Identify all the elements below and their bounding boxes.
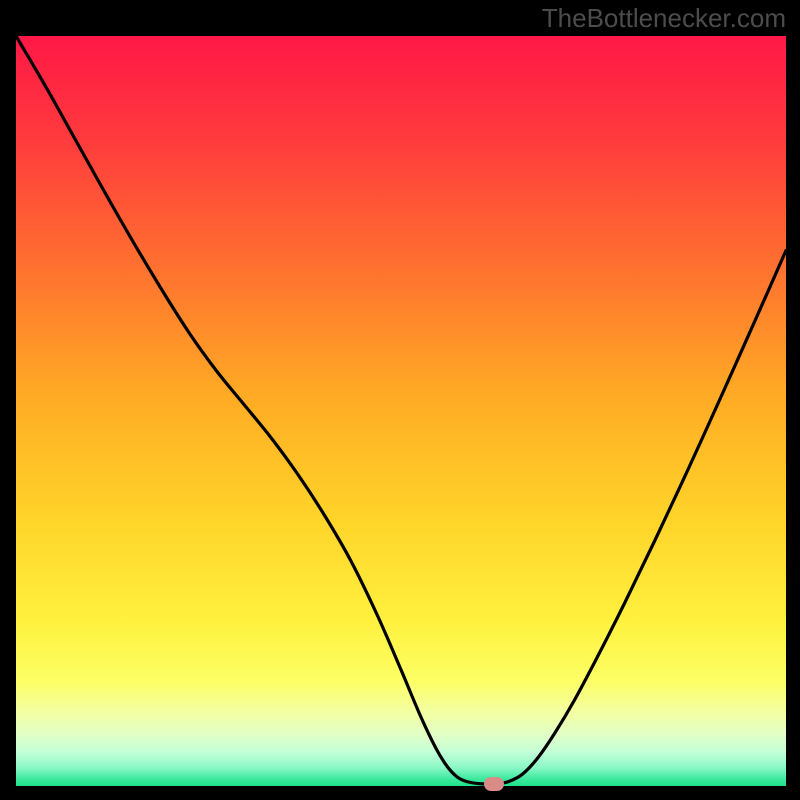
bottleneck-curve: [16, 36, 786, 786]
chart-frame: TheBottlenecker.com: [0, 0, 800, 800]
plot-area: [16, 36, 786, 786]
optimal-point-marker: [484, 777, 504, 791]
watermark-text: TheBottlenecker.com: [542, 3, 786, 34]
